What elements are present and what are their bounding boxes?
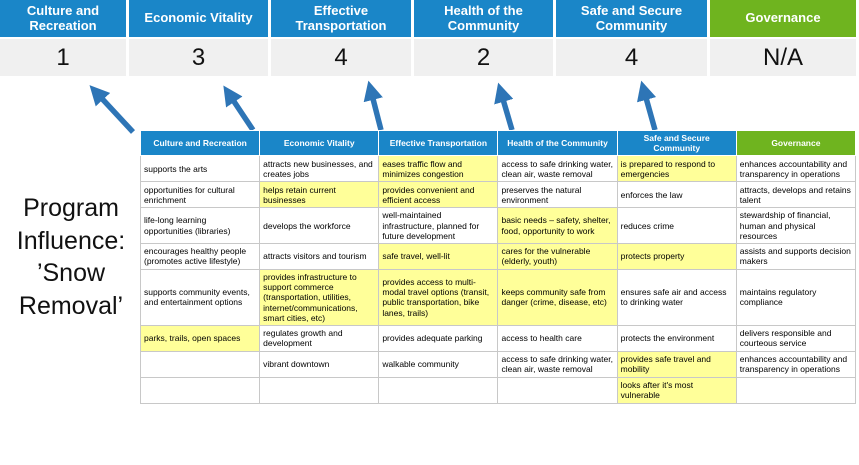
matrix-cell: enhances accountability and transparency…: [735, 155, 857, 183]
matrix-cell-highlighted: keeps community safe from danger (crime,…: [497, 268, 618, 326]
matrix-cell: access to safe drinking water, clean air…: [497, 350, 618, 378]
matrix-cell-highlighted: is prepared to respond to emergencies: [616, 155, 737, 183]
matrix-row-2: life-long learning opportunities (librar…: [139, 207, 857, 244]
matrix-cell: enhances accountability and transparency…: [735, 350, 857, 378]
matrix-cell: assists and supports decision makers: [735, 242, 857, 270]
arrow-up-icon-3: [363, 80, 384, 131]
matrix-cell: [497, 376, 618, 404]
summary-header-effective-transportation: Effective Transportation: [271, 0, 411, 37]
matrix-cell-highlighted: helps retain current businesses: [259, 181, 380, 209]
matrix-header-3: Health of the Community: [497, 129, 618, 157]
matrix-header-2: Effective Transportation: [378, 129, 499, 157]
matrix-row-0: supports the arts attracts new businesses…: [139, 155, 857, 183]
matrix-cell-highlighted: protects property: [616, 242, 737, 270]
summary-header-economic-vitality: Economic Vitality: [129, 0, 268, 37]
summary-header-row: Culture and Recreation Economic Vitality…: [0, 0, 859, 37]
matrix-cell: enforces the law: [616, 181, 737, 209]
matrix-cell: vibrant downtown: [259, 350, 380, 378]
matrix-cell: supports the arts: [139, 155, 261, 183]
matrix-cell: maintains regulatory compliance: [735, 268, 857, 326]
matrix-cell-highlighted: provides convenient and efficient access: [378, 181, 499, 209]
score-health-community: 2: [414, 39, 553, 76]
matrix-row-3: encourages healthy people (promotes acti…: [139, 242, 857, 270]
matrix-cell: ensures safe air and access to drinking …: [616, 268, 737, 326]
score-row: 1 3 4 2 4 N/A: [0, 39, 859, 76]
matrix-cell-highlighted: cares for the vulnerable (elderly, youth…: [497, 242, 618, 270]
influence-matrix-table: Culture and Recreation Economic Vitality E…: [139, 129, 857, 404]
matrix-row-6: vibrant downtown walkable community access…: [139, 350, 857, 378]
matrix-cell: delivers responsible and courteous servi…: [735, 324, 857, 352]
score-culture-recreation: 1: [0, 39, 126, 76]
matrix-cell: access to health care: [497, 324, 618, 352]
matrix-cell: attracts visitors and tourism: [259, 242, 380, 270]
matrix-header-0: Culture and Recreation: [139, 129, 261, 157]
summary-header-safe-secure-community: Safe and Secure Community: [556, 0, 707, 37]
program-influence-title: Program Influence: ’Snow Removal’: [16, 194, 126, 320]
matrix-row-7: looks after it's most vulnerable: [139, 376, 857, 404]
matrix-cell: [139, 350, 261, 378]
score-governance: N/A: [710, 39, 856, 76]
matrix-row-4: supports community events, and entertain…: [139, 268, 857, 326]
matrix-cell-highlighted: provides access to multi-modal travel op…: [378, 268, 499, 326]
summary-header-health-community: Health of the Community: [414, 0, 553, 37]
matrix-cell: opportunities for cultural enrichment: [139, 181, 261, 209]
summary-header-governance: Governance: [710, 0, 856, 37]
matrix-cell: [378, 376, 499, 404]
matrix-cell-highlighted: safe travel, well-lit: [378, 242, 499, 270]
matrix-cell: attracts new businesses, and creates job…: [259, 155, 380, 183]
matrix-row-1: opportunities for cultural enrichment hel…: [139, 181, 857, 209]
matrix-cell: encourages healthy people (promotes acti…: [139, 242, 261, 270]
matrix-cell-highlighted: parks, trails, open spaces: [139, 324, 261, 352]
matrix-cell: attracts, develops and retains talent: [735, 181, 857, 209]
matrix-cell: preserves the natural environment: [497, 181, 618, 209]
matrix-cell: [139, 376, 261, 404]
matrix-header-row: Culture and Recreation Economic Vitality E…: [139, 129, 857, 157]
matrix-cell: develops the workforce: [259, 207, 380, 244]
matrix-cell: walkable community: [378, 350, 499, 378]
matrix-cell: access to safe drinking water, clean air…: [497, 155, 618, 183]
score-arrows: [89, 80, 658, 134]
matrix-cell: supports community events, and entertain…: [139, 268, 261, 326]
matrix-cell-highlighted: eases traffic flow and minimizes congest…: [378, 155, 499, 183]
arrow-up-icon-5: [637, 80, 658, 131]
matrix-cell: reduces crime: [616, 207, 737, 244]
matrix-cell: [735, 376, 857, 404]
score-economic-vitality: 3: [129, 39, 268, 76]
score-effective-transportation: 4: [271, 39, 411, 76]
matrix-cell: provides adequate parking: [378, 324, 499, 352]
matrix-cell: protects the environment: [616, 324, 737, 352]
summary-header-culture-recreation: Culture and Recreation: [0, 0, 126, 37]
score-safe-secure-community: 4: [556, 39, 707, 76]
matrix-cell: [259, 376, 380, 404]
arrow-up-icon-2: [223, 85, 256, 132]
arrow-up-icon-4: [494, 82, 515, 131]
matrix-cell-highlighted: provides infrastructure to support comme…: [259, 268, 380, 326]
matrix-header-5: Governance: [735, 129, 857, 157]
matrix-cell: stewardship of financial, human and phys…: [735, 207, 857, 244]
matrix-header-4: Safe and Secure Community: [616, 129, 737, 157]
matrix-cell: life-long learning opportunities (librar…: [139, 207, 261, 244]
matrix-row-5: parks, trails, open spaces regulates grow…: [139, 324, 857, 352]
matrix-header-1: Economic Vitality: [259, 129, 380, 157]
matrix-cell-highlighted: provides safe travel and mobility: [616, 350, 737, 378]
matrix-cell-highlighted: basic needs – safety, shelter, food, opp…: [497, 207, 618, 244]
arrow-up-icon-1: [89, 85, 136, 134]
matrix-cell: well-maintained infrastructure, planned …: [378, 207, 499, 244]
matrix-cell: regulates growth and development: [259, 324, 380, 352]
matrix-cell-highlighted: looks after it's most vulnerable: [616, 376, 737, 404]
